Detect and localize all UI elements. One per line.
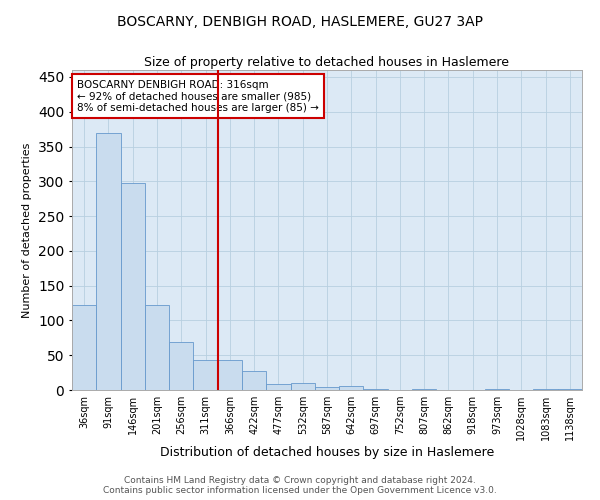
Bar [364,388,388,390]
Bar [558,388,582,390]
Title: Size of property relative to detached houses in Haslemere: Size of property relative to detached ho… [145,56,509,69]
Text: BOSCARNY, DENBIGH ROAD, HASLEMERE, GU27 3AP: BOSCARNY, DENBIGH ROAD, HASLEMERE, GU27 … [117,15,483,29]
Bar [242,370,266,390]
Text: Contains HM Land Registry data © Crown copyright and database right 2024.
Contai: Contains HM Land Registry data © Crown c… [103,476,497,495]
X-axis label: Distribution of detached houses by size in Haslemere: Distribution of detached houses by size … [160,446,494,459]
Bar [485,388,509,390]
Bar [218,360,242,390]
Bar [193,360,218,390]
Bar [290,383,315,390]
Bar [266,384,290,390]
Bar [339,386,364,390]
Bar [121,184,145,390]
Bar [169,342,193,390]
Text: BOSCARNY DENBIGH ROAD: 316sqm
← 92% of detached houses are smaller (985)
8% of s: BOSCARNY DENBIGH ROAD: 316sqm ← 92% of d… [77,80,319,113]
Bar [72,305,96,390]
Y-axis label: Number of detached properties: Number of detached properties [22,142,32,318]
Bar [96,132,121,390]
Bar [145,305,169,390]
Bar [315,386,339,390]
